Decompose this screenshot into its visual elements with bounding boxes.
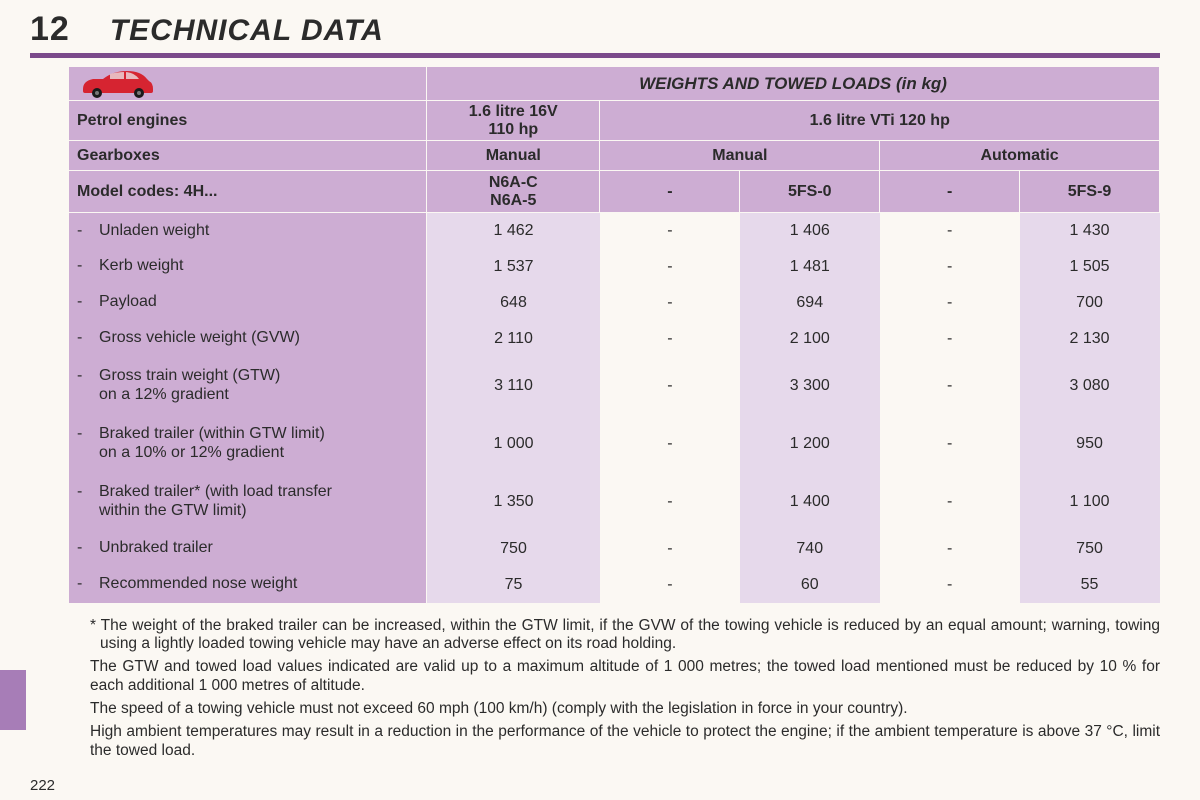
footnote: High ambient temperatures may result in … <box>90 723 1160 761</box>
cell-value: 750 <box>1020 531 1160 567</box>
cell-value: 1 400 <box>740 473 880 531</box>
row-label: -Braked trailer (within GTW limit)on a 1… <box>69 415 427 473</box>
footnote: The GTW and towed load values indicated … <box>90 658 1160 696</box>
cell-value: 648 <box>427 285 600 321</box>
cell-value: - <box>600 357 740 415</box>
cell-value: 1 100 <box>1020 473 1160 531</box>
footnotes: * The weight of the braked trailer can b… <box>30 611 1160 761</box>
cell-value: 1 481 <box>740 249 880 285</box>
col-gear-c: Automatic <box>880 141 1160 171</box>
car-icon <box>77 69 155 99</box>
cell-value: 1 406 <box>740 213 880 249</box>
row-label: -Braked trailer* (with load transferwith… <box>69 473 427 531</box>
row-label: -Recommended nose weight <box>69 567 427 603</box>
table-title: WEIGHTS AND TOWED LOADS (in kg) <box>427 67 1160 101</box>
cell-value: 75 <box>427 567 600 603</box>
cell-value: - <box>880 415 1020 473</box>
cell-value: 700 <box>1020 285 1160 321</box>
cell-value: - <box>600 249 740 285</box>
col-engine-bc: 1.6 litre VTi 120 hp <box>600 101 1160 141</box>
cell-value: 3 110 <box>427 357 600 415</box>
row-gearboxes: Gearboxes <box>69 141 427 171</box>
col-model-c1: - <box>880 171 1020 213</box>
cell-value: - <box>600 415 740 473</box>
row-label: -Unladen weight <box>69 213 427 249</box>
col-model-a: N6A-CN6A-5 <box>427 171 600 213</box>
cell-value: 750 <box>427 531 600 567</box>
cell-value: 1 505 <box>1020 249 1160 285</box>
cell-value: - <box>880 357 1020 415</box>
col-model-c2: 5FS-9 <box>1020 171 1160 213</box>
side-tab <box>0 670 26 730</box>
cell-value: - <box>880 213 1020 249</box>
cell-value: 2 130 <box>1020 321 1160 357</box>
cell-value: 1 200 <box>740 415 880 473</box>
col-model-b2: 5FS-0 <box>740 171 880 213</box>
row-label: -Gross vehicle weight (GVW) <box>69 321 427 357</box>
cell-value: - <box>880 531 1020 567</box>
cell-value: - <box>600 531 740 567</box>
cell-value: 3 080 <box>1020 357 1160 415</box>
cell-value: - <box>600 321 740 357</box>
chapter-number: 12 <box>30 10 70 49</box>
cell-value: 3 300 <box>740 357 880 415</box>
cell-value: 1 000 <box>427 415 600 473</box>
cell-value: 950 <box>1020 415 1160 473</box>
cell-value: - <box>600 285 740 321</box>
cell-value: 1 537 <box>427 249 600 285</box>
cell-value: 740 <box>740 531 880 567</box>
cell-value: 2 100 <box>740 321 880 357</box>
row-petrol-engines: Petrol engines <box>69 101 427 141</box>
col-gear-b: Manual <box>600 141 880 171</box>
row-label: -Gross train weight (GTW)on a 12% gradie… <box>69 357 427 415</box>
row-label: -Payload <box>69 285 427 321</box>
cell-value: - <box>880 321 1020 357</box>
col-engine-a: 1.6 litre 16V110 hp <box>427 101 600 141</box>
cell-value: 694 <box>740 285 880 321</box>
col-model-b1: - <box>600 171 740 213</box>
cell-value: - <box>880 285 1020 321</box>
cell-value: 1 430 <box>1020 213 1160 249</box>
cell-value: 1 350 <box>427 473 600 531</box>
chapter-title: TECHNICAL DATA <box>110 14 384 48</box>
cell-value: - <box>600 567 740 603</box>
cell-value: 1 462 <box>427 213 600 249</box>
cell-value: - <box>880 249 1020 285</box>
cell-value: - <box>880 473 1020 531</box>
cell-value: - <box>600 473 740 531</box>
footnote: * The weight of the braked trailer can b… <box>90 617 1160 655</box>
row-label: -Kerb weight <box>69 249 427 285</box>
page-number: 222 <box>30 777 55 794</box>
cell-value: - <box>880 567 1020 603</box>
divider-rule <box>30 53 1160 58</box>
col-gear-a: Manual <box>427 141 600 171</box>
row-model-codes: Model codes: 4H... <box>69 171 427 213</box>
cell-value: - <box>600 213 740 249</box>
weights-table: WEIGHTS AND TOWED LOADS (in kg)Petrol en… <box>68 66 1160 603</box>
row-label: -Unbraked trailer <box>69 531 427 567</box>
cell-value: 2 110 <box>427 321 600 357</box>
cell-value: 55 <box>1020 567 1160 603</box>
footnote: The speed of a towing vehicle must not e… <box>90 700 1160 719</box>
cell-value: 60 <box>740 567 880 603</box>
